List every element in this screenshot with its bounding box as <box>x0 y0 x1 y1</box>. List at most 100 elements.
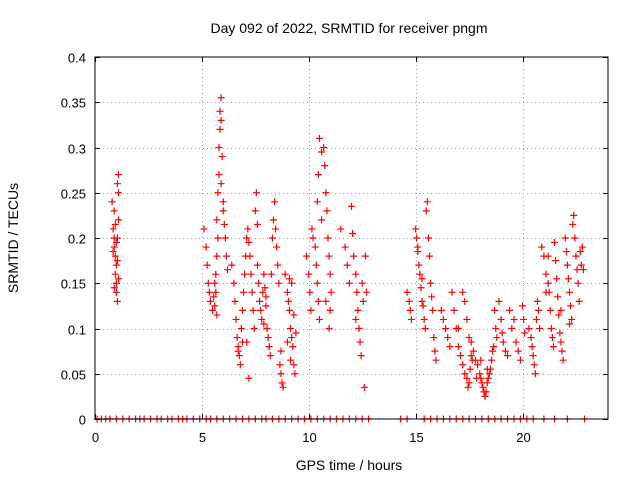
data-point <box>252 189 260 197</box>
data-point <box>265 343 273 351</box>
data-point <box>212 288 220 296</box>
data-point <box>510 315 518 323</box>
data-point <box>217 180 225 188</box>
data-point <box>423 198 431 206</box>
data-point <box>292 329 300 337</box>
data-point <box>559 356 567 364</box>
x-tick-label: 10 <box>302 430 316 445</box>
data-point <box>477 356 485 364</box>
data-point <box>424 234 432 242</box>
data-point <box>272 225 280 233</box>
axes: 0 0.05 0.1 0.15 0.2 0.25 0.3 0.35 0.4 0 5 10 15 20 <box>61 51 608 445</box>
x-tick-label: 5 <box>199 430 206 445</box>
data-point <box>209 306 217 314</box>
data-point <box>525 325 533 332</box>
data-point <box>491 306 499 314</box>
data-point <box>322 189 330 197</box>
data-point <box>219 198 227 206</box>
data-point <box>355 325 363 332</box>
data-point <box>482 388 490 396</box>
y-tick-label: 0.35 <box>61 96 86 111</box>
data-point <box>281 270 289 278</box>
data-point <box>115 189 123 197</box>
data-point <box>421 325 429 332</box>
data-point <box>406 306 414 314</box>
data-point <box>362 288 370 296</box>
data-point <box>350 252 358 260</box>
data-point <box>269 216 277 224</box>
data-point <box>454 325 462 332</box>
data-point <box>498 329 506 337</box>
data-point <box>113 257 121 265</box>
data-point <box>314 171 322 179</box>
data-point <box>289 343 297 351</box>
data-point <box>360 383 368 391</box>
data-point <box>431 347 439 355</box>
data-point <box>273 243 281 251</box>
data-point <box>349 229 357 237</box>
data-point <box>279 383 287 391</box>
data-point <box>115 275 123 283</box>
data-point <box>259 288 267 296</box>
data-point <box>359 297 367 305</box>
data-point <box>499 338 507 346</box>
data-point <box>325 325 333 332</box>
data-point <box>519 302 526 310</box>
data-point <box>563 261 571 269</box>
data-point <box>266 352 274 360</box>
data-point <box>501 347 509 355</box>
data-point <box>352 315 360 323</box>
data-point <box>313 279 321 287</box>
data-point <box>326 306 334 314</box>
y-axis-label: SRMTID / TECUs <box>5 183 21 293</box>
data-point <box>352 270 360 278</box>
data-point <box>412 225 420 233</box>
data-point <box>577 261 585 269</box>
data-point <box>237 325 245 332</box>
data-point <box>459 288 467 296</box>
x-tick-label: 0 <box>92 430 99 445</box>
data-point <box>531 370 539 378</box>
data-point <box>263 325 271 332</box>
data-point <box>220 220 228 228</box>
data-point <box>111 220 119 228</box>
data-point <box>321 162 329 170</box>
data-point <box>315 315 323 323</box>
data-point <box>264 334 272 342</box>
data-point <box>112 261 120 269</box>
data-point <box>418 297 426 305</box>
x-tick-label: 15 <box>409 430 423 445</box>
data-point <box>214 234 222 242</box>
data-point <box>457 352 465 360</box>
data-point <box>271 198 279 206</box>
data-point <box>256 297 264 305</box>
data-point <box>260 270 268 278</box>
data-point <box>200 225 208 233</box>
data-point <box>221 234 229 242</box>
data-point <box>210 293 218 301</box>
data-point <box>467 352 475 360</box>
data-point <box>469 347 477 355</box>
data-point <box>528 343 536 351</box>
data-point <box>538 243 546 251</box>
data-point <box>521 329 529 337</box>
data-point <box>356 338 364 346</box>
data-point <box>353 288 361 296</box>
data-point <box>286 275 294 283</box>
data-point <box>278 379 286 387</box>
data-point <box>288 279 296 287</box>
data-point <box>110 284 118 292</box>
data-point <box>228 261 236 269</box>
data-point <box>571 234 579 242</box>
data-point <box>306 288 314 296</box>
data-point <box>578 243 586 251</box>
data-point <box>430 334 438 342</box>
data-point <box>217 94 225 102</box>
data-point <box>312 261 320 269</box>
data-point <box>219 207 227 215</box>
data-point <box>343 261 351 269</box>
data-point <box>115 171 123 179</box>
data-point <box>286 306 294 314</box>
data-point <box>203 261 211 269</box>
data-point <box>464 383 472 391</box>
